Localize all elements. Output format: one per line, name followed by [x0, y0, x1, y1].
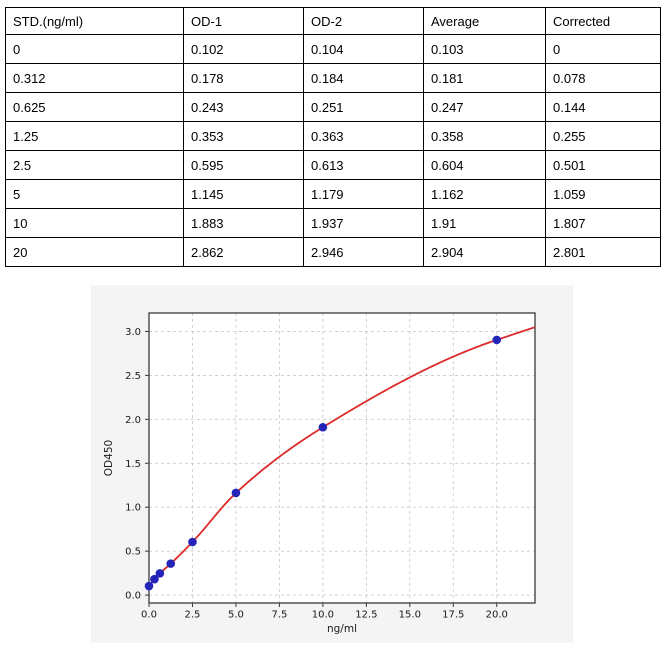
table-cell: 2.801 [545, 237, 661, 267]
table-cell: 1.25 [5, 121, 184, 151]
y-tick-label: 2.0 [125, 415, 141, 426]
data-point [144, 581, 154, 591]
table-cell: 2.5 [5, 150, 184, 180]
data-point [166, 559, 176, 568]
table-cell: 0.595 [183, 150, 304, 180]
data-point [150, 574, 159, 584]
col-header-od1: OD-1 [183, 7, 304, 35]
table-cell: 0.613 [303, 150, 424, 180]
table-cell: 1.937 [303, 208, 424, 238]
table-cell: 1.91 [423, 208, 546, 238]
table-cell: 0.103 [423, 34, 546, 64]
table-cell: 0 [545, 34, 661, 64]
table-cell: 10 [5, 208, 184, 238]
x-tick-label: 15.0 [399, 609, 421, 620]
standard-curve-figure: 0.0 2.5 5.0 7.5 10.0 12.5 15.0 17.5 20.0 0.0 0.5 1.… [91, 285, 573, 643]
y-tick-label: 1.5 [125, 459, 141, 470]
x-tick-label: 12.5 [355, 609, 377, 620]
table-cell: 2.946 [303, 237, 424, 267]
plot-frame [148, 312, 536, 604]
table-header-row: STD.(ng/ml) OD-1 OD-2 Average Corrected [5, 7, 661, 35]
y-tick-label: 0.5 [125, 547, 141, 558]
col-header-average: Average [423, 7, 546, 35]
y-tick-label: 0.0 [125, 591, 141, 602]
x-tick-label: 20.0 [486, 609, 508, 620]
table-row: 0.625 0.243 0.251 0.247 0.144 [5, 92, 661, 122]
table-cell: 2.904 [423, 237, 546, 267]
table-cell: 0.363 [303, 121, 424, 151]
table-cell: 0.625 [5, 92, 184, 122]
col-header-std: STD.(ng/ml) [5, 7, 184, 35]
data-point [492, 335, 502, 345]
table-row: 1.25 0.353 0.363 0.358 0.255 [5, 121, 661, 151]
table-cell: 0.353 [183, 121, 304, 151]
table-row: 2.5 0.595 0.613 0.604 0.501 [5, 150, 661, 180]
table-cell: 0.312 [5, 63, 184, 93]
y-tick-label: 3.0 [125, 327, 141, 338]
data-point [188, 537, 197, 547]
data-point [155, 569, 165, 578]
table-cell: 0.501 [545, 150, 661, 180]
y-tick-label: 2.5 [125, 371, 141, 382]
col-header-od2: OD-2 [303, 7, 424, 35]
plot-area [149, 313, 535, 603]
x-tick-label: 7.5 [271, 609, 287, 620]
table-cell: 0.102 [183, 34, 304, 64]
table-cell: 1.059 [545, 179, 661, 209]
table-cell: 5 [5, 179, 184, 209]
col-header-corrected: Corrected [545, 7, 661, 35]
x-tick-label: 2.5 [185, 609, 201, 620]
table-cell: 0.078 [545, 63, 661, 93]
table-row: 0.312 0.178 0.184 0.181 0.078 [5, 63, 661, 93]
table-cell: 1.883 [183, 208, 304, 238]
table-cell: 0.358 [423, 121, 546, 151]
table-cell: 0.247 [423, 92, 546, 122]
fit-curve [148, 326, 536, 587]
table-cell: 0.178 [183, 63, 304, 93]
table-row: 0 0.102 0.104 0.103 0 [5, 34, 661, 64]
table-row: 5 1.145 1.179 1.162 1.059 [5, 179, 661, 209]
table-cell: 1.807 [545, 208, 661, 238]
table-cell: 0.104 [303, 34, 424, 64]
standard-curve-chart: 0.0 2.5 5.0 7.5 10.0 12.5 15.0 17.5 20.0 0.0 0.5 1.… [103, 312, 536, 635]
x-tick-label: 5.0 [228, 609, 244, 620]
y-axis-label: OD450 [103, 440, 115, 476]
table-cell: 0.604 [423, 150, 546, 180]
table-cell: 0.181 [423, 63, 546, 93]
table-cell: 0.144 [545, 92, 661, 122]
standards-table: STD.(ng/ml) OD-1 OD-2 Average Corrected … [5, 7, 661, 267]
table-cell: 1.145 [183, 179, 304, 209]
table-cell: 20 [5, 237, 184, 267]
table-cell: 2.862 [183, 237, 304, 267]
data-point [318, 422, 328, 432]
table-row: 20 2.862 2.946 2.904 2.801 [5, 237, 661, 267]
table-row: 10 1.883 1.937 1.91 1.807 [5, 208, 661, 238]
table-cell: 1.179 [303, 179, 424, 209]
x-tick-label: 10.0 [312, 609, 334, 620]
table-cell: 0 [5, 34, 184, 64]
x-axis-label: ng/ml [327, 623, 357, 635]
data-point [231, 488, 241, 498]
table-cell: 0.251 [303, 92, 424, 122]
table-cell: 1.162 [423, 179, 546, 209]
table-cell: 0.184 [303, 63, 424, 93]
table-cell: 0.255 [545, 121, 661, 151]
table-cell: 0.243 [183, 92, 304, 122]
y-tick-label: 1.0 [125, 503, 141, 514]
x-tick-label: 17.5 [442, 609, 464, 620]
x-tick-label: 0.0 [141, 609, 157, 620]
